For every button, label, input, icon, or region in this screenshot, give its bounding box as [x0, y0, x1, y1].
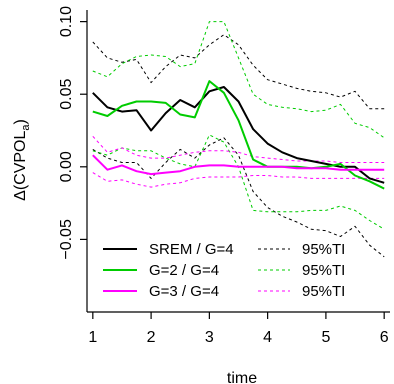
axes [86, 10, 390, 313]
y-tick-label: 0.10 [58, 6, 75, 37]
legend-label: SREM / G=4 [149, 241, 234, 258]
series-line-g-3-g-4-2 [92, 154, 385, 176]
x-tick-label: 6 [380, 329, 389, 346]
legend-label: 95%TI [302, 262, 345, 279]
x-tick-label: 1 [88, 329, 97, 346]
legend-label: 95%TI [302, 241, 345, 258]
x-tick-label: 4 [263, 329, 272, 346]
x-tick-label: 5 [321, 329, 330, 346]
tick-group: 1 2 3 4 5 6 −0.05 0.00 0.05 0.10 [58, 6, 389, 346]
x-tick-label: 3 [205, 329, 214, 346]
legend-label: G=2 / G=4 [149, 262, 219, 279]
legend-label: 95%TI [302, 283, 345, 300]
y-tick-label: 0.00 [58, 151, 75, 182]
y-axis-label: Δ(CVPOLa) [12, 119, 32, 201]
x-axis-label: time [227, 370, 257, 384]
legend-label: G=3 / G=4 [149, 283, 219, 300]
y-axis-label-close: ) [12, 119, 29, 124]
y-tick-label: −0.05 [58, 219, 75, 260]
legend: SREM / G=4 G=2 / G=4 G=3 / G=4 95%TI 95%TI 95… [103, 241, 345, 300]
series-line-g-2-g-4-1 [92, 80, 385, 190]
interval-line-95-ti-8 [92, 172, 385, 188]
x-tick-label: 2 [147, 329, 156, 346]
interval-line-95-ti-3 [92, 34, 385, 110]
y-tick-label: 0.05 [58, 79, 75, 110]
series-group [92, 21, 385, 258]
interval-line-95-ti-7 [92, 135, 385, 163]
y-axis-label-main: Δ(CVPOL [12, 131, 29, 201]
interval-line-95-ti-4 [92, 137, 385, 258]
interval-line-95-ti-6 [92, 134, 385, 230]
interval-line-95-ti-5 [92, 21, 385, 139]
y-axis-label-subscript: a [20, 124, 32, 131]
